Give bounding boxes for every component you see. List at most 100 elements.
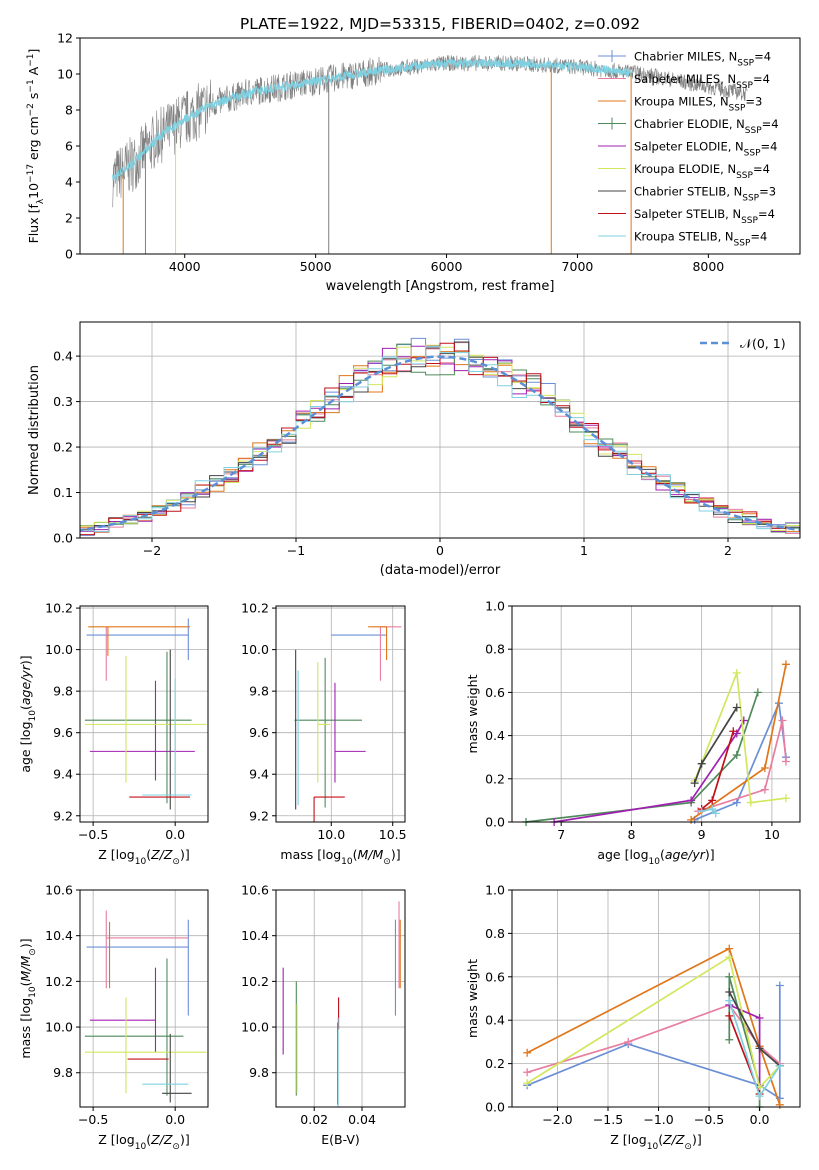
series-marker — [708, 796, 717, 805]
series-marker — [697, 807, 706, 816]
series-line — [693, 672, 787, 804]
massweight-vs-Z-panel: −2.0 −1.5 −1.0 −0.5 0.0 0.0 0.2 0.4 0.6 0.8 1.0 Z [… — [465, 883, 801, 1152]
y-tick-label: 0.4 — [485, 1013, 505, 1028]
series-marker — [732, 751, 741, 760]
series-line — [553, 720, 745, 823]
y-tick-label: 0.6 — [485, 969, 505, 984]
series-marker — [708, 805, 717, 814]
axes-frame — [275, 889, 406, 1108]
x-tick-label: 9 — [698, 827, 706, 842]
x-tick-label: −1.0 — [643, 1112, 673, 1127]
chart-panels: 4000 5000 6000 7000 8000024681012wavelength … — [18, 31, 801, 1152]
y-tick-label: 0.2 — [485, 771, 505, 786]
legend-label: Kroupa MILES, NSSP=3 — [634, 95, 762, 114]
series-marker — [725, 1035, 734, 1044]
x-tick-label: −0.5 — [694, 1112, 724, 1127]
y-tick-label: 0.4 — [485, 728, 505, 743]
axes-frame — [511, 889, 801, 1108]
series-marker — [746, 798, 755, 807]
x-tick-label: 2 — [724, 543, 732, 558]
spectrum-data-line — [112, 54, 748, 208]
axes-frame — [79, 889, 209, 1108]
y-tick-label: 0.2 — [485, 1056, 505, 1071]
series-marker — [778, 716, 787, 725]
series-marker — [732, 798, 741, 807]
y-tick-label: 9.8 — [53, 1065, 73, 1080]
series-marker — [523, 1079, 532, 1088]
series-marker — [781, 757, 790, 766]
series-marker — [775, 1061, 784, 1070]
x-axis-label: (data-model)/error — [380, 563, 501, 578]
y-tick-label: 9.6 — [249, 725, 269, 740]
series-line — [693, 707, 738, 784]
y-tick-label: 0.4 — [53, 349, 73, 364]
x-axis-label: Z [log10(Z/Z⊙)] — [98, 1132, 189, 1152]
series-marker — [687, 796, 696, 805]
y-tick-label: 4 — [65, 175, 73, 190]
massweight-vs-age-panel: 7 8 9 10 0.0 0.2 0.4 0.6 0.8 1.0 age [log10(age/yr… — [465, 599, 801, 867]
x-tick-label: 6000 — [431, 259, 463, 274]
x-axis-label: wavelength [Angstrom, rest frame] — [326, 279, 555, 294]
y-tick-label: 9.8 — [249, 684, 269, 699]
x-tick-label: 0 — [436, 543, 444, 558]
series-marker — [523, 1068, 532, 1077]
series-line — [526, 955, 781, 1090]
series-marker — [732, 668, 741, 677]
x-axis-label: Z [log10(Z/Z⊙)] — [610, 1132, 701, 1152]
series-marker — [690, 779, 699, 788]
y-tick-label: 10.2 — [45, 974, 73, 989]
x-tick-label: −1 — [287, 543, 305, 558]
axes-frame — [275, 605, 406, 823]
x-tick-label: 0.04 — [348, 1112, 376, 1127]
y-tick-label: 0.0 — [53, 531, 73, 546]
y-tick-label: 0.8 — [485, 926, 505, 941]
y-tick-label: 0 — [65, 247, 73, 262]
spectrum-panel: 4000 5000 6000 7000 8000 0 2 4 6 8 10 12 wavelength … — [26, 31, 801, 294]
series-marker — [732, 703, 741, 712]
series-marker — [755, 1092, 764, 1101]
legend-label: 𝒩(0, 1) — [740, 336, 786, 351]
y-tick-label: 9.8 — [53, 684, 73, 699]
series-marker — [755, 1044, 764, 1053]
y-tick-label: 8 — [65, 103, 73, 118]
series-marker — [624, 1037, 633, 1046]
x-tick-label: 4000 — [169, 259, 201, 274]
x-tick-label: −0.5 — [78, 1112, 108, 1127]
x-tick-label: 0.0 — [165, 1112, 185, 1127]
x-tick-label: 7 — [557, 827, 565, 842]
series-line — [697, 720, 787, 813]
x-tick-label: 0.0 — [750, 1112, 770, 1127]
y-tick-label: 10.4 — [241, 928, 269, 943]
y-tick-label: 9.2 — [53, 808, 73, 823]
x-axis-label: E(B-V) — [321, 1132, 360, 1147]
series-marker — [687, 815, 696, 824]
series-marker — [729, 727, 738, 736]
y-axis-label: mass weight — [465, 674, 480, 753]
series-marker — [760, 785, 769, 794]
y-tick-label: 10.4 — [45, 928, 73, 943]
legend-label: Chabrier STELIB, NSSP=3 — [634, 185, 776, 204]
legend-label: Salpeter ELODIE, NSSP=4 — [634, 140, 777, 159]
series-marker — [697, 759, 706, 768]
y-axis-label: Flux [fλ10−17 erg cm−2 s−1 A−1] — [26, 49, 46, 244]
spectrum-model-line — [112, 57, 633, 181]
mass-vs-Z-panel: −0.5 0.0 9.8 10.0 10.2 10.4 10.6 Z [log10(Z/Z⊙)… — [18, 883, 209, 1152]
y-tick-label: 10.0 — [241, 642, 269, 657]
legend-label: Chabrier ELODIE, NSSP=4 — [634, 117, 779, 136]
series-marker — [753, 688, 762, 697]
y-tick-label: 10.0 — [241, 1020, 269, 1035]
x-tick-label: −2.0 — [542, 1112, 572, 1127]
series-marker — [760, 764, 769, 772]
x-tick-label: 5000 — [300, 259, 332, 274]
y-axis-label: Normed distribution — [27, 365, 42, 495]
x-tick-label: −0.5 — [78, 827, 108, 842]
x-tick-label: 0.0 — [165, 827, 185, 842]
legend-label: Salpeter MILES, NSSP=4 — [634, 72, 770, 91]
legend-label: Kroupa STELIB, NSSP=4 — [634, 230, 767, 249]
y-tick-label: 0.1 — [53, 485, 73, 500]
axes-frame — [511, 605, 801, 823]
y-axis-label: mass weight — [465, 959, 480, 1038]
x-tick-label: −1.5 — [593, 1112, 623, 1127]
series-line — [526, 947, 781, 1106]
